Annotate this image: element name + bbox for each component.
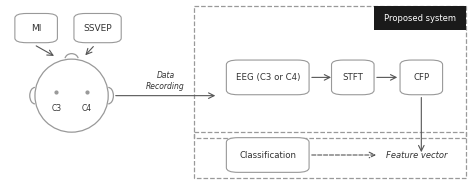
Text: SSVEP: SSVEP: [83, 24, 112, 33]
Bar: [194, 132, 466, 178]
FancyBboxPatch shape: [15, 13, 57, 43]
FancyBboxPatch shape: [331, 60, 374, 95]
Text: STFT: STFT: [342, 73, 363, 82]
Text: Classification: Classification: [239, 151, 296, 160]
FancyBboxPatch shape: [227, 60, 309, 95]
Text: C3: C3: [51, 104, 62, 113]
Bar: [194, 6, 466, 138]
FancyBboxPatch shape: [74, 13, 121, 43]
Text: MI: MI: [31, 24, 41, 33]
Text: Data
Recording: Data Recording: [146, 71, 185, 91]
Text: C4: C4: [82, 104, 92, 113]
Ellipse shape: [35, 59, 108, 132]
Text: CFP: CFP: [413, 73, 429, 82]
Text: Feature vector: Feature vector: [386, 151, 447, 160]
Text: EEG (C3 or C4): EEG (C3 or C4): [236, 73, 300, 82]
Text: Proposed system: Proposed system: [384, 14, 456, 23]
FancyBboxPatch shape: [400, 60, 443, 95]
FancyBboxPatch shape: [227, 138, 309, 172]
Bar: [374, 6, 466, 30]
